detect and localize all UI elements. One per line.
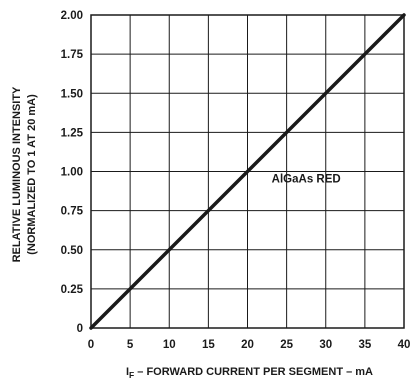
x-tick-label: 15 xyxy=(202,339,215,351)
x-tick-label: 30 xyxy=(319,339,332,351)
x-tick-label: 5 xyxy=(127,339,134,351)
y-tick-label: 0.50 xyxy=(61,245,83,257)
x-tick-label: 40 xyxy=(398,339,411,351)
x-tick-label: 10 xyxy=(163,339,176,351)
y-tick-label: 0 xyxy=(77,323,83,335)
y-tick-label: 1.50 xyxy=(61,88,83,100)
y-axis-title-line2: (NORMALIZED TO 1 AT 20 mA) xyxy=(26,94,38,255)
plot-frame xyxy=(90,14,405,329)
x-tick-labels: 0 5 10 15 20 25 30 35 40 xyxy=(88,339,411,351)
series-annotation: AlGaAs RED xyxy=(272,173,341,185)
y-tick-label: 0.25 xyxy=(61,284,84,296)
series-line xyxy=(89,13,406,330)
x-tick-label: 35 xyxy=(358,339,371,351)
x-axis-title-main: I xyxy=(126,366,129,378)
x-tick-label: 0 xyxy=(88,339,94,351)
x-tick-label: 25 xyxy=(280,339,293,351)
y-tick-label: 1.00 xyxy=(61,167,83,179)
x-axis-title: IF – FORWARD CURRENT PER SEGMENT – mA xyxy=(126,366,373,380)
y-tick-label: 0.75 xyxy=(61,206,84,218)
y-axis-title-line1: RELATIVE LUMINOUS INTENSITY xyxy=(11,86,23,262)
y-tick-label: 2.00 xyxy=(61,10,83,22)
annotations: AlGaAs RED xyxy=(272,173,341,185)
x-tick-label: 20 xyxy=(241,339,254,351)
x-axis-title-rest: – FORWARD CURRENT PER SEGMENT – mA xyxy=(134,366,373,378)
grid-lines xyxy=(91,15,404,328)
y-tick-labels: 0 0.25 0.50 0.75 1.00 1.25 1.50 1.75 2.00 xyxy=(61,10,84,335)
y-tick-label: 1.25 xyxy=(61,127,84,139)
x-axis-title-subscript: F xyxy=(129,370,134,380)
y-tick-label: 1.75 xyxy=(61,49,84,61)
series-group xyxy=(89,13,406,330)
